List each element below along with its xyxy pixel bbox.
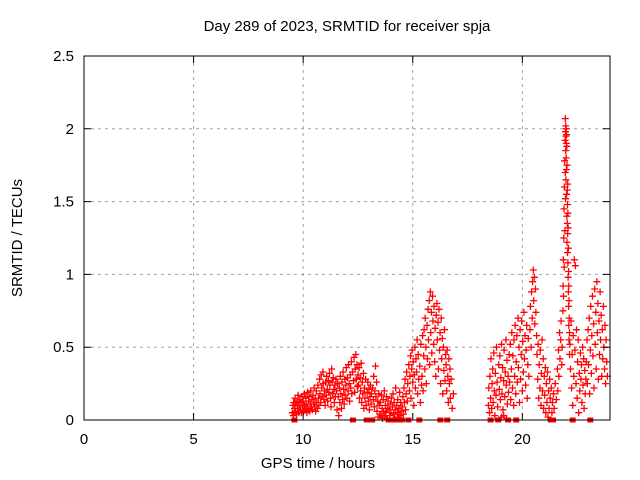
- x-tick-label: 15: [404, 431, 421, 448]
- tick-marks: [83, 55, 610, 421]
- scatter-plus-markers: [288, 115, 611, 422]
- axes: [83, 55, 611, 421]
- chart-title: Day 289 of 2023, SRMTID for receiver spj…: [204, 18, 491, 35]
- x-tick-label: 5: [189, 431, 197, 448]
- x-axis-label: GPS time / hours: [261, 455, 375, 472]
- y-tick-label: 1.5: [53, 194, 74, 211]
- y-tick-label: 0.5: [53, 339, 74, 356]
- tick-labels: 0 5 10 15 20 0 0.5 1 1.5 2 2.5: [53, 48, 531, 448]
- x-tick-label: 20: [514, 431, 531, 448]
- x-tick-label: 10: [295, 431, 312, 448]
- y-tick-label: 0: [66, 412, 74, 429]
- grid-lines: [84, 56, 610, 420]
- y-tick-label: 2.5: [53, 48, 74, 65]
- x-tick-label: 0: [80, 431, 88, 448]
- data-points: [288, 115, 611, 423]
- y-tick-label: 2: [66, 121, 74, 138]
- y-axis-label: SRMTID / TECUs: [9, 179, 26, 297]
- grid-path: [84, 56, 610, 420]
- plot-border: [83, 55, 611, 421]
- y-tick-label: 1: [66, 266, 74, 283]
